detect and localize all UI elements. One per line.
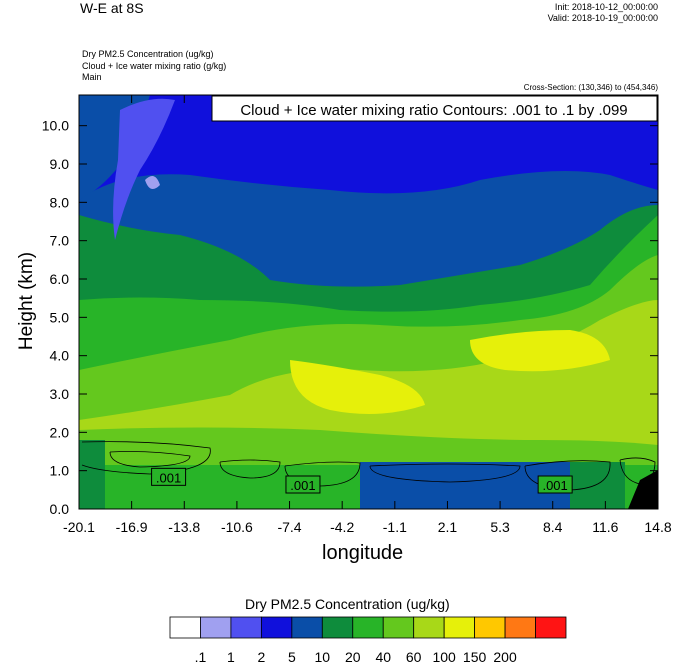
- colorbar-swatch: [200, 616, 232, 639]
- colorbar-label: 5: [288, 649, 296, 665]
- x-tick-label: -10.6: [221, 519, 253, 535]
- x-axis-label: longitude: [322, 542, 404, 564]
- field-label-main: Main: [82, 72, 102, 82]
- contour-label-box: [537, 475, 573, 494]
- y-tick-label: 3.0: [50, 386, 70, 402]
- contour-label: .001: [156, 470, 181, 485]
- x-axis: -20.1 -16.9 -13.8 -10.6 -7.4 -4.2 -1.1 2.1 5.3 8.…: [63, 95, 672, 535]
- colorbar-label: 200: [493, 649, 517, 665]
- x-tick-label: -1.1: [383, 519, 407, 535]
- x-tick-label: 11.6: [592, 519, 618, 535]
- colorbar-swatch: [535, 616, 567, 639]
- contour-info-text: Cloud + Ice water mixing ratio Contours:…: [240, 102, 627, 119]
- plot-frame: [78, 94, 659, 510]
- y-tick-label: 2.0: [50, 424, 70, 440]
- colorbar-label: 150: [463, 649, 487, 665]
- y-tick-label: 0.0: [50, 501, 70, 517]
- x-tick-label: 5.3: [490, 519, 510, 535]
- y-tick-label: 7.0: [50, 233, 70, 249]
- chart-title: W-E at 8S: [80, 0, 144, 16]
- colorbar-swatch: [413, 616, 445, 639]
- y-tick-label: 5.0: [50, 309, 70, 325]
- x-tick-label: -7.4: [277, 519, 301, 535]
- colorbar-label: 10: [315, 649, 331, 665]
- colorbar-label: 20: [345, 649, 361, 665]
- heatmap-field: [79, 95, 658, 509]
- colorbar-swatch: [169, 616, 201, 639]
- x-tick-label: 8.4: [543, 519, 563, 535]
- y-axis: 0.0 1.0 2.0 3.0 4.0 5.0 6.0 7.0 8.0 9.0 10.0: [42, 118, 658, 517]
- y-tick-label: 4.0: [50, 348, 70, 364]
- x-tick-label: -20.1: [63, 519, 95, 535]
- y-tick-label: 1.0: [50, 463, 70, 479]
- colorbar-swatch: [382, 616, 415, 639]
- colorbar-swatch: [504, 616, 536, 639]
- contour-labels: .001 .001 .001: [151, 467, 573, 494]
- colorbar-label: 1: [227, 649, 235, 665]
- x-tick-label: -4.2: [330, 519, 354, 535]
- x-tick-label: -16.9: [116, 519, 148, 535]
- colorbar: .1 1 2 5 10 20 40 60 100 150 200: [169, 616, 567, 665]
- y-tick-label: 10.0: [42, 118, 69, 134]
- colorbar-label: 100: [432, 649, 456, 665]
- colorbar-label: 40: [375, 649, 391, 665]
- colorbar-swatch: [321, 616, 354, 639]
- y-tick-label: 9.0: [50, 156, 70, 172]
- contour-label: .001: [290, 478, 315, 493]
- colorbar-swatch: [352, 616, 384, 639]
- contour-label-box: [151, 467, 187, 486]
- colorbar-swatch: [474, 616, 506, 639]
- field-label-pm25: Dry PM2.5 Concentration (ug/kg): [82, 49, 214, 59]
- contour-label-box: [285, 475, 321, 494]
- init-time: Init: 2018-10-12_00:00:00: [554, 2, 658, 12]
- contour-info-box: [211, 95, 658, 122]
- colorbar-swatch: [443, 616, 476, 639]
- colorbar-swatch: [260, 616, 293, 639]
- x-tick-label: 14.8: [644, 519, 671, 535]
- colorbar-swatch: [291, 616, 323, 639]
- colorbar-label: 2: [257, 649, 265, 665]
- contour-label: .001: [542, 478, 567, 493]
- x-tick-label: -13.8: [168, 519, 200, 535]
- x-tick-label: 2.1: [438, 519, 458, 535]
- y-axis-label: Height (km): [16, 251, 37, 351]
- colorbar-swatch: [230, 616, 262, 639]
- cross-section-label: Cross-Section: (130,346) to (454,346): [523, 83, 658, 92]
- valid-time: Valid: 2018-10-19_00:00:00: [547, 13, 658, 23]
- field-label-cloud: Cloud + Ice water mixing ratio (g/kg): [82, 61, 227, 71]
- y-tick-label: 6.0: [50, 271, 70, 287]
- colorbar-label: .1: [195, 649, 207, 665]
- y-tick-label: 8.0: [50, 194, 70, 210]
- colorbar-title: Dry PM2.5 Concentration (ug/kg): [245, 596, 450, 612]
- colorbar-label: 60: [406, 649, 422, 665]
